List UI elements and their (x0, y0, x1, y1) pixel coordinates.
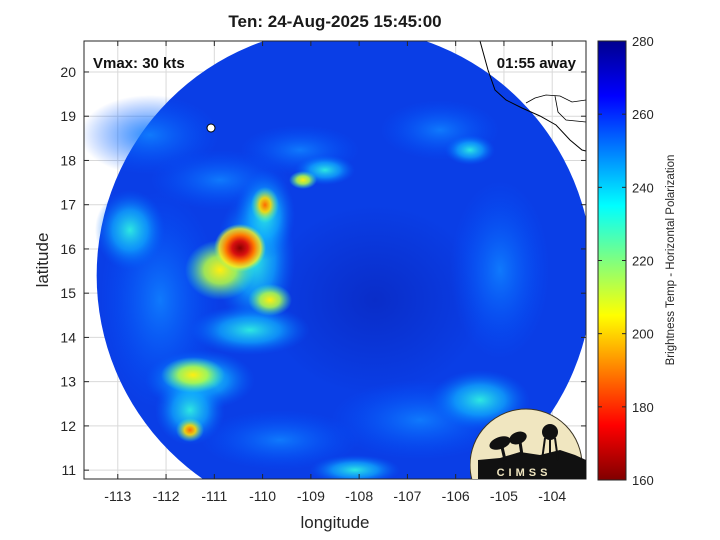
x-tick-label: -110 (249, 488, 276, 504)
y-tick-label: 19 (60, 108, 76, 124)
x-tick-label: -104 (538, 488, 566, 504)
y-tick-label: 17 (60, 197, 76, 213)
x-tick-label: -109 (297, 488, 325, 504)
x-axis-ticks: -113 -112 -111 -110 -109 -108 -107 -106 -105 -104 (104, 41, 566, 504)
colorbar-tick-label: 280 (632, 34, 654, 49)
x-tick-label: -112 (153, 488, 180, 504)
y-tick-label: 20 (60, 64, 76, 80)
y-tick-label: 13 (60, 374, 76, 390)
x-tick-label: -113 (104, 488, 131, 504)
x-tick-label: -105 (490, 488, 518, 504)
y-tick-label: 14 (60, 329, 76, 345)
microwave-swath (84, 41, 586, 479)
coastline (479, 40, 587, 152)
y-tick-label: 15 (60, 285, 76, 301)
colorbar-tick-label: 180 (632, 400, 654, 415)
y-axis-label: latitude (33, 233, 52, 288)
colorbar-tick-label: 220 (632, 254, 654, 269)
x-tick-label: -106 (442, 488, 470, 504)
y-tick-label: 11 (61, 462, 76, 478)
axes-frame (83, 40, 587, 480)
colorbar-label: Brightness Temp - Horizontal Polarizatio… (665, 155, 677, 366)
colorbar-tick-label: 200 (632, 327, 654, 342)
colorbar (597, 40, 627, 481)
colorbar-tick-label: 260 (632, 107, 654, 122)
colorbar-tick-label: 240 (632, 180, 654, 195)
colorbar-tick-label: 160 (632, 473, 654, 488)
colorbar-ticks: 160 180 200 220 240 260 280 (598, 34, 654, 488)
y-tick-label: 16 (60, 241, 76, 257)
y-axis-ticks: 11 12 13 14 15 16 17 18 19 20 (60, 64, 586, 478)
cimss-logo-text: CIMSS (497, 467, 552, 479)
chart-title: Ten: 24-Aug-2025 15:45:00 (228, 12, 442, 31)
x-tick-label: -111 (201, 488, 227, 504)
border-line (525, 94, 587, 123)
y-tick-label: 12 (60, 418, 76, 434)
x-tick-label: -108 (345, 488, 373, 504)
y-tick-label: 18 (60, 152, 76, 168)
cimss-logo: CIMSS (470, 408, 586, 479)
vmax-label: Vmax: 30 kts (93, 55, 185, 72)
x-tick-label: -107 (393, 488, 421, 504)
time-offset-label: 01:55 away (497, 55, 577, 72)
x-axis-label: longitude (300, 513, 369, 532)
